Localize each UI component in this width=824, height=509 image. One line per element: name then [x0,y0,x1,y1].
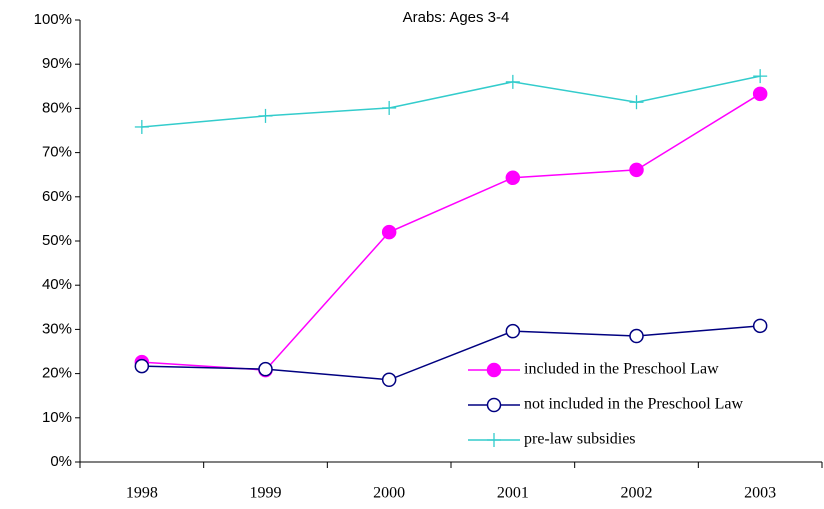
legend-marker [487,433,501,447]
data-point [381,224,397,240]
x-tick-label: 2000 [373,485,405,502]
data-point [381,372,397,388]
data-point [134,358,150,374]
data-point [629,328,644,344]
y-tick-label: 100% [34,11,72,28]
legend-label: not included in the Preschool Law [524,396,744,413]
data-point [382,100,397,115]
x-tick-label: 1999 [250,485,282,502]
y-tick-label: 80% [42,99,72,116]
legend-marker [486,362,502,378]
data-point [258,108,273,123]
y-tick-label: 60% [42,188,72,205]
y-tick-label: 70% [42,144,72,161]
series-line [141,93,761,371]
y-tick-label: 50% [42,232,72,249]
x-tick-label: 2002 [621,485,653,502]
data-point [134,119,149,134]
data-point [505,323,521,339]
data-point [258,361,273,377]
data-point [752,318,768,334]
x-tick-label: 1998 [126,485,158,502]
chart-title: Arabs: Ages 3-4 [403,9,510,26]
data-point [505,74,520,89]
legend-marker [486,397,502,413]
data-point [505,170,521,186]
y-tick-label: 90% [42,55,72,72]
y-tick-label: 30% [42,320,72,337]
series-line [141,325,761,381]
y-tick-label: 0% [50,453,72,470]
series-line [141,75,761,128]
data-point [753,69,768,84]
legend-label: included in the Preschool Law [524,361,719,378]
data-point [629,95,644,110]
legend-label: pre-law subsidies [524,431,636,448]
data-point [752,86,768,102]
y-tick-label: 10% [42,409,72,426]
y-tick-label: 40% [42,276,72,293]
x-tick-label: 2003 [744,485,776,502]
data-point [629,162,644,178]
x-tick-label: 2001 [497,485,529,502]
y-tick-label: 20% [42,365,72,382]
